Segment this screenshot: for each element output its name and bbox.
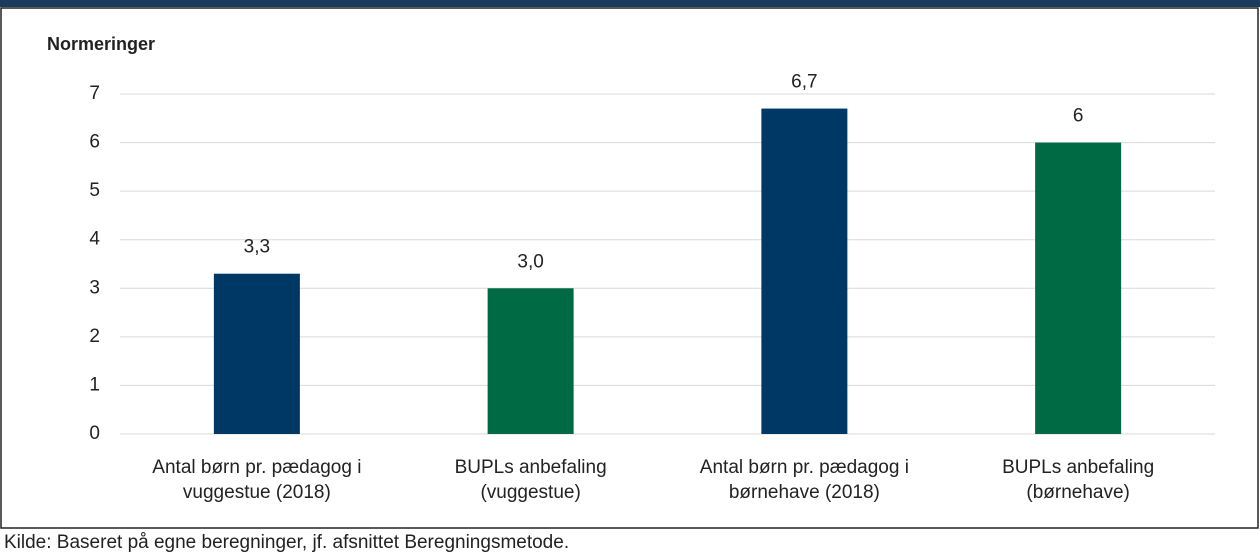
top-band [0,0,1260,7]
x-tick-label: Antal børn pr. pædagog i [152,457,361,478]
x-tick-label: Antal børn pr. pædagog i [700,457,909,478]
x-tick-label: børnehave (2018) [729,482,880,503]
x-tick-label: (vuggestue) [480,482,580,503]
y-tick-label: 3 [89,277,100,298]
x-tick-label: BUPLs anbefaling [455,457,607,478]
y-tick-label: 0 [89,423,100,444]
y-axis-label: Normeringer [47,34,155,54]
bar [761,108,848,435]
y-tick-label: 5 [89,180,100,201]
value-label: 6,7 [791,72,817,93]
y-tick-label: 6 [89,132,100,153]
y-tick-label: 2 [89,326,100,347]
y-tick-label: 7 [89,83,100,104]
x-tick-label: (børnehave) [1026,482,1130,503]
y-tick-label: 1 [89,374,100,395]
bar [487,288,574,434]
chart-frame [0,7,1259,529]
y-tick-label: 4 [89,229,100,250]
value-label: 6 [1073,106,1084,127]
value-label: 3,3 [244,237,270,258]
x-tick-label: vuggestue (2018) [183,482,331,503]
value-label: 3,0 [517,251,543,272]
bar [213,273,300,434]
bar [1035,142,1122,435]
x-tick-label: BUPLs anbefaling [1002,457,1154,478]
source-note: Kilde: Baseret på egne beregninger, jf. … [4,532,569,552]
